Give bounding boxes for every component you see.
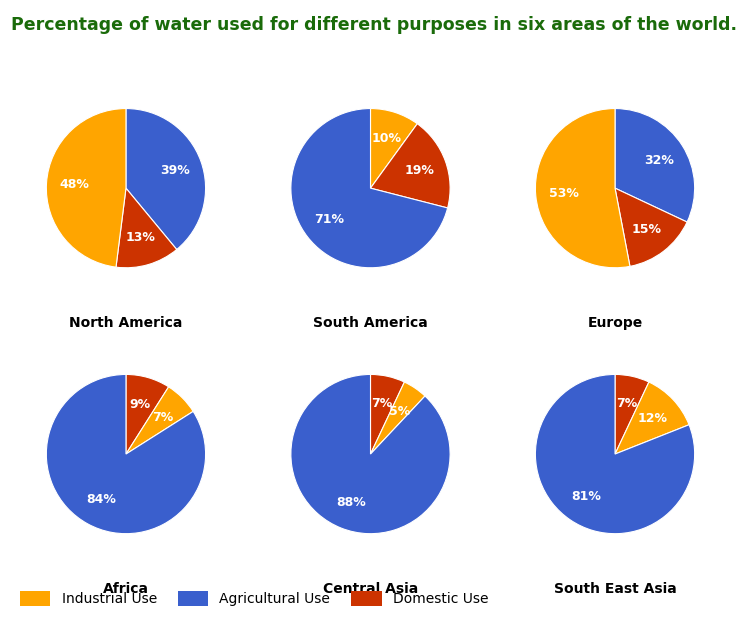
Wedge shape [116, 188, 176, 267]
Wedge shape [536, 108, 630, 267]
Text: 71%: 71% [315, 213, 345, 226]
Wedge shape [615, 382, 689, 454]
Text: 15%: 15% [632, 223, 662, 236]
Text: Percentage of water used for different purposes in six areas of the world.: Percentage of water used for different p… [11, 16, 737, 34]
Wedge shape [615, 188, 687, 266]
Text: South America: South America [313, 315, 428, 330]
Text: 88%: 88% [336, 496, 366, 509]
Text: 48%: 48% [59, 179, 89, 192]
Text: South East Asia: South East Asia [554, 582, 677, 596]
Text: 7%: 7% [371, 397, 393, 410]
Text: 81%: 81% [571, 490, 601, 503]
Text: 19%: 19% [405, 164, 434, 177]
Text: 13%: 13% [125, 231, 156, 244]
Wedge shape [126, 108, 205, 249]
Wedge shape [370, 374, 405, 454]
Text: North America: North America [69, 315, 183, 330]
Wedge shape [126, 387, 193, 454]
Wedge shape [370, 382, 425, 454]
Text: 7%: 7% [152, 411, 173, 424]
Wedge shape [536, 374, 694, 534]
Text: 53%: 53% [548, 187, 579, 200]
Text: 32%: 32% [644, 154, 674, 167]
Text: 12%: 12% [638, 412, 668, 425]
Wedge shape [126, 374, 169, 454]
Text: 39%: 39% [160, 164, 190, 177]
Legend: Industrial Use, Agricultural Use, Domestic Use: Industrial Use, Agricultural Use, Domest… [14, 585, 494, 612]
Text: Central Asia: Central Asia [323, 582, 418, 596]
Text: 7%: 7% [616, 397, 637, 410]
Wedge shape [47, 108, 126, 267]
Wedge shape [615, 374, 649, 454]
Text: 10%: 10% [371, 132, 402, 146]
Wedge shape [291, 108, 448, 267]
Wedge shape [370, 124, 450, 208]
Text: 84%: 84% [86, 493, 116, 506]
Wedge shape [615, 108, 694, 222]
Wedge shape [47, 374, 205, 534]
Wedge shape [291, 374, 450, 534]
Text: Africa: Africa [103, 582, 149, 596]
Text: 9%: 9% [130, 398, 151, 411]
Text: Europe: Europe [588, 315, 642, 330]
Wedge shape [370, 108, 417, 188]
Text: 5%: 5% [389, 405, 411, 418]
